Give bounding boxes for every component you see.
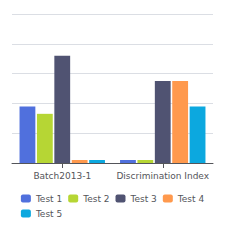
svg-text:Batch2013-1: Batch2013-1 [33,171,91,181]
svg-text:Discrimination Index: Discrimination Index [116,171,209,181]
svg-text:Test 2: Test 2 [82,194,109,204]
svg-text:Test 1: Test 1 [35,194,62,204]
svg-text:Test 3: Test 3 [130,194,157,204]
svg-text:Test 4: Test 4 [177,194,205,204]
svg-text:Test 5: Test 5 [35,209,62,219]
